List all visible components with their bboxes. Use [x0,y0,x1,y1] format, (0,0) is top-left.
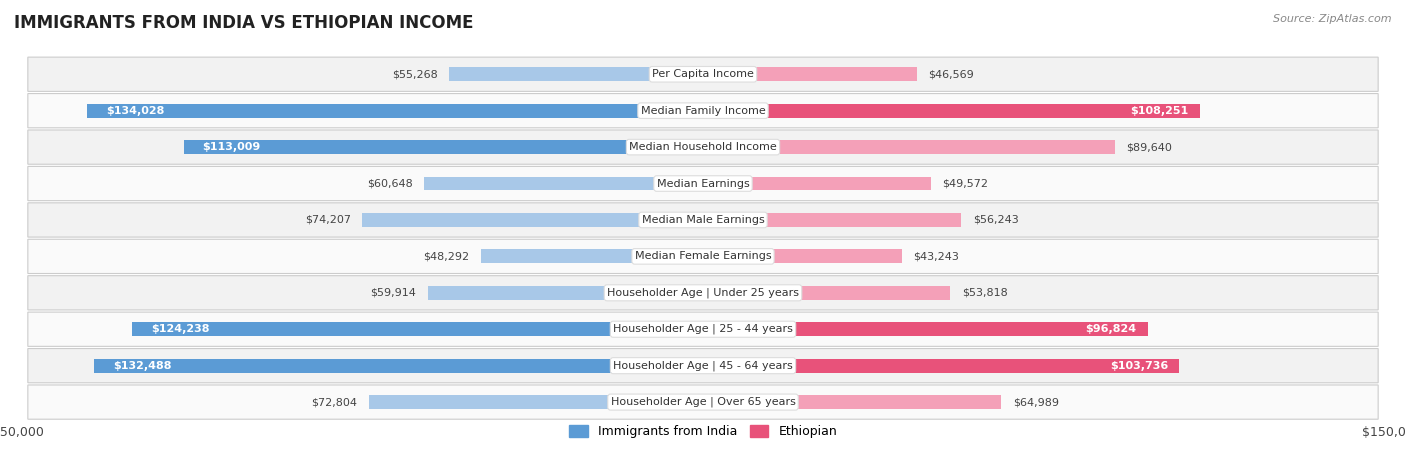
Text: Householder Age | Over 65 years: Householder Age | Over 65 years [610,397,796,407]
Text: $108,251: $108,251 [1130,106,1188,116]
FancyBboxPatch shape [28,57,1378,92]
Text: $74,207: $74,207 [305,215,350,225]
Text: Median Female Earnings: Median Female Earnings [634,251,772,262]
Text: Householder Age | 45 - 64 years: Householder Age | 45 - 64 years [613,361,793,371]
Bar [703,177,931,191]
Text: $134,028: $134,028 [105,106,165,116]
FancyBboxPatch shape [28,130,1378,164]
Bar [703,286,950,300]
Bar [703,67,917,81]
Bar [703,249,901,263]
Text: $124,238: $124,238 [150,324,209,334]
Text: Median Male Earnings: Median Male Earnings [641,215,765,225]
Text: Householder Age | 25 - 44 years: Householder Age | 25 - 44 years [613,324,793,334]
Text: $72,804: $72,804 [311,397,357,407]
FancyBboxPatch shape [28,93,1378,128]
Bar [184,140,703,154]
Bar [481,249,703,263]
Text: Source: ZipAtlas.com: Source: ZipAtlas.com [1274,14,1392,24]
Bar [449,67,703,81]
Text: $103,736: $103,736 [1109,361,1168,371]
Text: $46,569: $46,569 [928,69,974,79]
Legend: Immigrants from India, Ethiopian: Immigrants from India, Ethiopian [564,420,842,443]
Text: $64,989: $64,989 [1012,397,1059,407]
Bar [368,395,703,409]
Bar [425,177,703,191]
Text: $56,243: $56,243 [973,215,1018,225]
Text: $60,648: $60,648 [367,178,413,189]
FancyBboxPatch shape [28,312,1378,347]
Bar [87,104,703,118]
Text: Median Family Income: Median Family Income [641,106,765,116]
Bar [703,322,1147,336]
FancyBboxPatch shape [28,385,1378,419]
Bar [132,322,703,336]
Text: $59,914: $59,914 [370,288,416,298]
Text: Median Household Income: Median Household Income [628,142,778,152]
Bar [703,140,1115,154]
Bar [703,359,1180,373]
Text: Per Capita Income: Per Capita Income [652,69,754,79]
FancyBboxPatch shape [28,348,1378,383]
Text: IMMIGRANTS FROM INDIA VS ETHIOPIAN INCOME: IMMIGRANTS FROM INDIA VS ETHIOPIAN INCOM… [14,14,474,32]
FancyBboxPatch shape [28,166,1378,201]
Text: $96,824: $96,824 [1085,324,1136,334]
Bar [427,286,703,300]
FancyBboxPatch shape [28,239,1378,274]
Text: Median Earnings: Median Earnings [657,178,749,189]
Text: $132,488: $132,488 [112,361,172,371]
Text: $49,572: $49,572 [942,178,988,189]
Bar [94,359,703,373]
Text: $43,243: $43,243 [912,251,959,262]
Bar [703,104,1201,118]
Text: $53,818: $53,818 [962,288,1008,298]
Text: $89,640: $89,640 [1126,142,1173,152]
Text: $48,292: $48,292 [423,251,470,262]
Bar [703,213,962,227]
Text: Householder Age | Under 25 years: Householder Age | Under 25 years [607,288,799,298]
FancyBboxPatch shape [28,203,1378,237]
Bar [703,395,1001,409]
Text: $113,009: $113,009 [202,142,260,152]
Text: $55,268: $55,268 [392,69,437,79]
FancyBboxPatch shape [28,276,1378,310]
Bar [363,213,703,227]
